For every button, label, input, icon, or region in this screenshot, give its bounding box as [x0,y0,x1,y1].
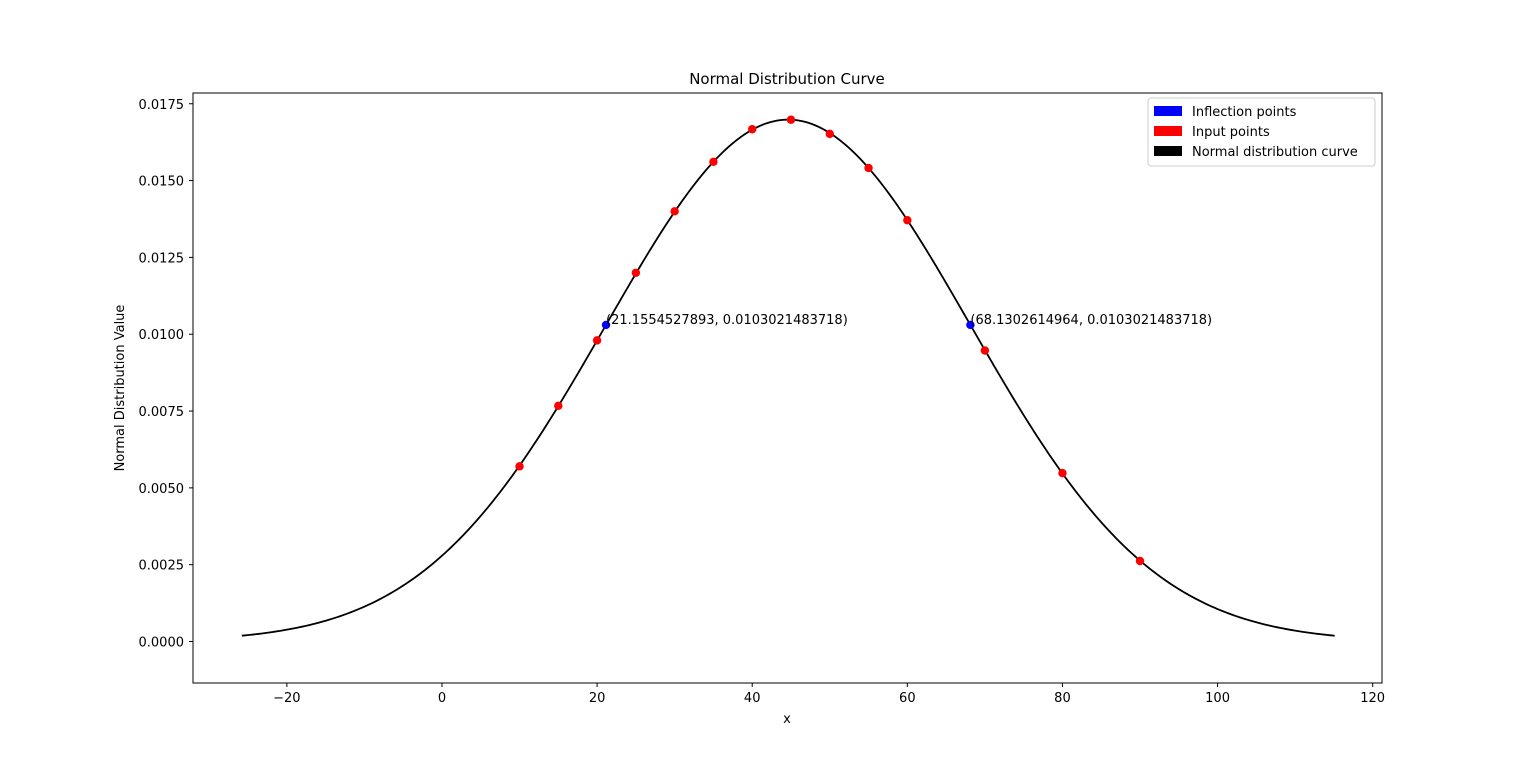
legend-swatch [1154,106,1182,116]
plot-content: (21.1554527893, 0.0103021483718) (68.1302… [241,115,1335,637]
input-point [980,346,990,355]
input-point [1135,556,1145,566]
input-point [903,216,912,225]
legend-item-label: Input points [1192,125,1270,140]
x-tick-label: 20 [589,691,606,706]
y-tick-label: 0.0150 [139,175,185,190]
x-tick-label: 80 [1054,691,1071,706]
legend-item-label: Inflection points [1192,105,1297,120]
input-point [748,125,757,134]
legend-swatch [1154,146,1182,156]
y-tick-label: 0.0050 [139,482,185,497]
legend-box [1147,97,1376,167]
x-tick-label: 40 [744,691,761,706]
input-point [670,207,679,216]
input-point [1058,468,1067,478]
plot-frame [192,92,1383,684]
y-tick-label: 0.0075 [139,405,185,420]
y-tick-label: 0.0100 [139,328,185,343]
x-tick-label: 100 [1205,691,1230,706]
chart-title: Normal Distribution Curve [689,70,885,88]
y-tick-label: 0.0025 [139,559,185,574]
legend-swatch [1154,126,1182,136]
input-point [786,115,796,124]
legend: Inflection points Input points Normal dist… [1147,97,1376,167]
x-axis: −20 0 20 40 60 80 100 120 [273,683,1385,706]
input-point [554,401,563,411]
input-point [864,163,873,173]
y-tick-label: 0.0125 [139,251,185,266]
x-tick-label: 0 [438,691,446,706]
legend-item-label: Normal distribution curve [1192,145,1358,160]
y-axis-label: Normal Distribution Value [113,305,128,472]
input-point [631,268,641,277]
inflection-point [601,320,611,330]
y-tick-label: 0.0000 [139,636,185,651]
x-tick-label: 60 [899,691,916,706]
y-tick-label: 0.0175 [139,98,185,113]
inflection-point [966,320,975,330]
input-point [825,129,834,139]
inflection-point-label: (21.1554527893, 0.0103021483718) [606,313,848,328]
inflection-point-label: (68.1302614964, 0.0103021483718) [970,313,1212,328]
x-tick-label: 120 [1360,691,1385,706]
x-tick-label: −20 [273,691,300,706]
x-axis-label: x [783,712,791,727]
input-point [592,336,602,345]
y-axis: 0.0000 0.0025 0.0050 0.0075 0.0100 0.0125 0.01… [139,98,193,651]
input-point [709,157,718,167]
input-point [515,462,524,471]
